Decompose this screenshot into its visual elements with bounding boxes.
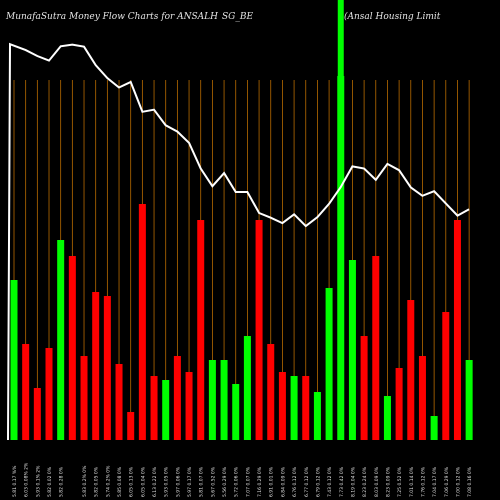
chart-title: MunafaSutra Money Flow Charts for ANSALH	[6, 12, 219, 22]
money-flow-bar	[22, 344, 30, 440]
x-tick-label: 5.74 0.2% 0%	[105, 465, 111, 497]
money-flow-bar	[103, 296, 111, 440]
x-tick-label: 8.03 0.09 0%	[374, 466, 380, 497]
x-tick-label: 6.05 0.04 0%	[140, 466, 146, 497]
x-tick-label: 5.93 0.05 0%	[164, 466, 170, 497]
x-tick-label: 6.13 0.22 0%	[152, 466, 158, 497]
x-tick-label: 6.76 0.12 0%	[292, 466, 298, 497]
x-tick-label: 6.03 0.08% 2%	[24, 462, 30, 497]
x-tick-label: 5.56 0.29 0%	[222, 466, 228, 497]
x-tick-label: 7.08 0.16 0%	[467, 466, 473, 497]
money-flow-bar	[313, 392, 321, 440]
x-tick-label: 5.81 0.17 %%	[12, 465, 18, 497]
money-flow-bar	[220, 360, 228, 440]
x-tick-label: 8.19 0.04 0%	[350, 466, 356, 497]
chart-company: (Ansal Housing Limit	[344, 12, 441, 22]
money-flow-bar	[92, 292, 100, 440]
money-flow-bar	[208, 360, 216, 440]
money-flow-bar	[127, 412, 135, 440]
money-flow-bar	[302, 376, 310, 440]
money-flow-bar	[348, 260, 356, 440]
x-tick-label: 5.67 0.52 0%	[210, 466, 216, 497]
x-tick-label: 5.72 0.06 0%	[234, 466, 240, 497]
money-flow-bar	[453, 220, 461, 440]
money-flow-bar	[255, 220, 263, 440]
x-tick-label: 6.84 0.09 0%	[280, 466, 286, 497]
money-flow-bar	[407, 300, 415, 440]
x-tick-label: 5.97 0.06 0%	[175, 466, 181, 497]
money-flow-bar	[33, 388, 41, 440]
x-tick-label: 6.05 0.13 0%	[129, 466, 135, 497]
x-tick-label: 7.25 0.52 0%	[397, 466, 403, 497]
money-flow-bar	[45, 348, 53, 440]
x-tick-label: 6.79 0.12 0%	[315, 466, 321, 497]
x-labels-layer: 5.81 0.17 %% 6.03 0.08% 2% 5.93 0.1% 2% 5.8…	[12, 462, 473, 497]
x-tick-label: 7.04 0.17 0%	[432, 466, 438, 497]
chart-symbol: SG_BE	[222, 12, 254, 22]
money-flow-bar	[290, 376, 298, 440]
x-tick-label: 7.06 0.29 0%	[444, 466, 450, 497]
x-tick-label: 8.23 0.09 0%	[385, 466, 391, 497]
price-line	[7, 42, 470, 441]
money-flow-bar	[185, 372, 193, 440]
money-flow-bar	[442, 312, 450, 440]
money-flow-bar	[173, 356, 181, 440]
money-flow-bar	[430, 416, 438, 440]
money-flow-bar	[138, 204, 146, 440]
money-flow-bar	[243, 336, 251, 440]
money-flow-bar	[68, 256, 76, 440]
x-tick-label: 5.83 0.2% 0%	[82, 465, 88, 497]
money-flow-bar	[232, 384, 240, 440]
money-flow-bar	[337, 76, 345, 440]
money-flow-bar	[418, 356, 426, 440]
x-tick-label: 5.85 0.08 0%	[117, 466, 123, 497]
x-tick-label: 6.91 0.01 0%	[269, 466, 275, 497]
x-tick-label: 6.77 0.12 0%	[304, 466, 310, 497]
x-tick-label: 7.76 0.12 0%	[420, 466, 426, 497]
x-tick-label: 7.73 0.42 0%	[339, 466, 345, 497]
bars-layer	[10, 76, 473, 440]
x-tick-label: 5.82 0.02 0%	[47, 466, 53, 497]
x-tick-label: 5.82 0.28 0%	[59, 466, 65, 497]
x-tick-label: 8.23 0.24 0%	[362, 466, 368, 497]
money-flow-bar	[383, 396, 391, 440]
money-flow-bar	[197, 220, 205, 440]
x-tick-label: 7.43 0.12 0%	[327, 466, 333, 497]
x-tick-label: 5.97 0.17 0%	[187, 466, 193, 497]
x-tick-label: 5.81 0.07 0%	[199, 466, 205, 497]
price-line-layer	[7, 42, 470, 441]
money-flow-bar	[162, 380, 170, 440]
money-flow-bar	[278, 372, 286, 440]
x-tick-label: 7.16 0.29 0%	[257, 466, 263, 497]
money-flow-bar	[465, 360, 473, 440]
x-tick-label: 5.82 0.05 0%	[94, 466, 100, 497]
money-flow-bar	[57, 240, 65, 440]
money-flow-bar	[395, 368, 403, 440]
x-tick-label: 7.07 0.07 0%	[245, 466, 251, 497]
x-tick-label: 7.00 0.12 0%	[455, 466, 461, 497]
money-flow-bar	[80, 356, 88, 440]
money-flow-bar	[10, 280, 18, 440]
x-tick-label: 7.01 0.14 0%	[409, 466, 415, 497]
x-tick-label: 5.93 0.1% 2%	[35, 465, 41, 497]
money-flow-bar	[150, 376, 158, 440]
money-flow-bar	[372, 256, 380, 440]
money-flow-bar	[360, 336, 368, 440]
money-flow-bar	[267, 344, 275, 440]
money-flow-bar	[115, 364, 123, 440]
money-flow-bar	[325, 288, 333, 440]
